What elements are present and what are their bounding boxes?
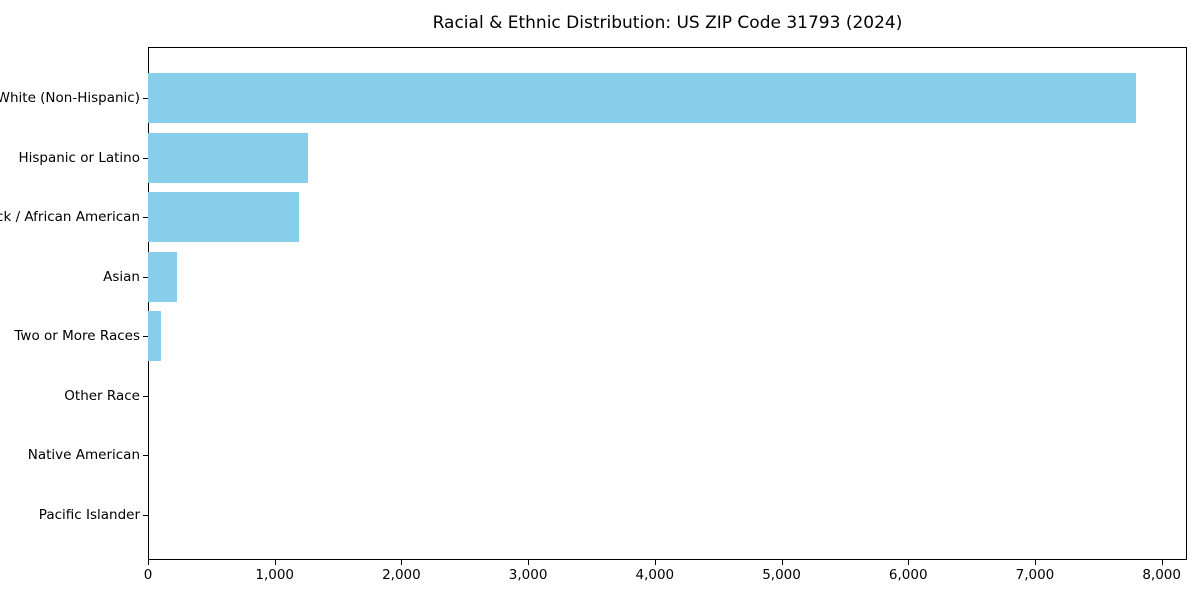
x-tick-label: 3,000	[508, 567, 548, 583]
x-tick-label: 1,000	[255, 567, 295, 583]
x-tick-mark	[908, 560, 910, 565]
y-tick-label: Pacific Islander	[38, 506, 140, 523]
x-tick-label: 6,000	[888, 567, 928, 583]
bar-black-african-american	[148, 192, 299, 243]
x-tick-mark	[1034, 560, 1036, 565]
y-tick-mark	[143, 514, 148, 516]
y-tick-label: Two or More Races	[14, 328, 140, 345]
y-tick-mark	[143, 157, 148, 159]
x-tick-mark	[401, 560, 403, 565]
x-tick-mark	[274, 560, 276, 565]
y-tick-label: Other Race	[64, 387, 140, 404]
x-tick-label: 7,000	[1015, 567, 1055, 583]
y-tick-mark	[143, 217, 148, 219]
x-tick-label: 0	[143, 567, 153, 583]
y-tick-label: White (Non-Hispanic)	[0, 90, 140, 106]
x-tick-mark	[654, 560, 656, 565]
x-tick-label: 4,000	[635, 567, 675, 583]
bar-two-or-more-races	[148, 311, 161, 362]
bar-white-non-hispanic	[148, 73, 1137, 123]
x-tick-mark	[1161, 560, 1163, 565]
x-tick-label: 5,000	[762, 567, 801, 583]
x-tick-mark	[528, 560, 530, 565]
y-tick-mark	[143, 276, 148, 278]
x-tick-mark	[781, 560, 783, 565]
bar-hispanic-or-latino	[148, 132, 308, 183]
plot-area	[148, 47, 1187, 560]
y-tick-label: Asian	[103, 268, 140, 285]
x-tick-label: 2,000	[382, 567, 421, 583]
y-tick-mark	[143, 395, 148, 397]
chart-title: Racial & Ethnic Distribution: US ZIP Cod…	[432, 13, 903, 33]
bar-asian	[148, 251, 178, 302]
x-tick-mark	[148, 560, 149, 565]
y-tick-mark	[143, 455, 148, 457]
x-tick-label: 8,000	[1142, 567, 1181, 583]
y-tick-label: Native American	[27, 447, 140, 464]
y-tick-mark	[143, 336, 148, 338]
y-tick-label: Hispanic or Latino	[18, 149, 140, 166]
y-tick-mark	[143, 98, 148, 99]
y-tick-label: Black / African American	[0, 209, 140, 226]
